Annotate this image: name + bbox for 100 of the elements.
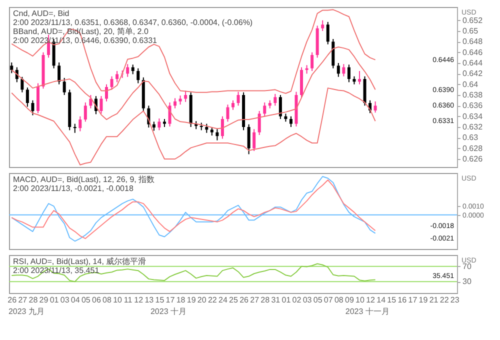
x-tick-label: 05	[81, 296, 91, 304]
x-tick-label: 01	[50, 296, 60, 304]
y-tick-label: 0.632	[462, 122, 484, 132]
candlestick	[220, 116, 224, 140]
candlestick	[158, 118, 161, 131]
x-tick-label: 22	[440, 296, 450, 304]
y-tick-label: 0.64	[462, 80, 479, 89]
x-tick-label: 18	[176, 296, 186, 304]
candlestick	[347, 64, 350, 83]
candlestick	[89, 94, 92, 109]
candlestick	[263, 102, 266, 117]
text: 2023 十一月	[345, 307, 390, 316]
x-tick-label: 17	[166, 296, 176, 304]
x-tick-label: 21	[429, 296, 439, 304]
y-tick-label: 0.648	[462, 37, 484, 46]
candlestick	[236, 91, 240, 106]
candlestick	[58, 62, 61, 85]
candlestick	[84, 102, 87, 122]
candlestick	[274, 93, 277, 106]
candlestick	[326, 21, 330, 45]
y-tick-label: 0.628	[462, 144, 484, 153]
candlestick	[136, 68, 140, 84]
text: 2023 九月	[8, 307, 44, 316]
y-tick-label: 0.636	[462, 101, 484, 110]
x-tick-label: 12	[366, 296, 376, 304]
candlestick	[152, 121, 156, 132]
candlestick	[184, 90, 188, 102]
x-tick-label: 17	[408, 296, 418, 304]
candlestick	[131, 64, 134, 75]
x-tick-label: 08	[334, 296, 344, 304]
annotation: 2:00 2023/11/13, 0.6351, 0.6368, 0.6347, 0.6360, -0.0004, (-0.06%)	[13, 18, 253, 27]
x-tick-label: 28	[260, 296, 270, 304]
candlestick	[126, 64, 130, 78]
x-tick-label: 13	[144, 296, 154, 304]
candlestick	[110, 76, 114, 90]
x-tick-label: 02	[292, 296, 302, 304]
candlestick	[168, 102, 172, 127]
x-tick-label: 03	[60, 296, 70, 304]
y-tick-label: 0.652	[462, 16, 484, 25]
candlestick	[26, 87, 29, 108]
candlestick	[232, 100, 234, 110]
candlestick	[73, 123, 76, 134]
candlestick	[20, 76, 24, 93]
x-tick-label: 06	[92, 296, 102, 304]
x-tick-label: 16	[398, 296, 408, 304]
candlestick	[10, 62, 14, 74]
x-tick-label: 07	[324, 296, 334, 304]
candlestick	[374, 100, 377, 114]
x-tick-label: 01	[282, 296, 292, 304]
x-tick-label: 14	[376, 296, 386, 304]
x-tick-label: 11	[124, 296, 133, 304]
y-tick-label: 0.634	[462, 112, 484, 121]
candlestick	[62, 77, 66, 96]
x-tick-label: 08	[102, 296, 112, 304]
x-tick-label: 26	[240, 296, 250, 304]
candlestick	[31, 100, 34, 116]
candlestick	[247, 124, 250, 155]
annotation: RSI, AUD=, Bid(Last), 14, 威尔德平滑	[13, 257, 146, 266]
y-tick-label: 0.65	[462, 26, 479, 36]
x-tick-label: 19	[418, 296, 428, 304]
candlestick	[258, 110, 261, 136]
y-tick-label: 0.626	[462, 154, 484, 164]
x-tick-label: 05	[313, 296, 323, 304]
candlestick	[289, 116, 292, 128]
x-tick-label: 25	[229, 296, 238, 304]
candlestick	[358, 70, 361, 85]
y-tick-label: 0.63	[462, 133, 479, 142]
candlestick	[116, 70, 119, 83]
x-tick-label: 24	[218, 296, 228, 304]
x-tick-label: 27	[250, 296, 260, 304]
y-tick-label: 0.638	[462, 90, 484, 100]
x-tick-label: 26	[8, 296, 18, 304]
x-tick-label: 31	[271, 296, 281, 304]
x-tick-label: 04	[70, 296, 80, 304]
x-tick-label: 22	[208, 296, 218, 304]
annotation: MACD, AUD=, Bid(Last), 12, 26, 9, 指数	[13, 175, 155, 184]
candlestick	[178, 95, 182, 106]
y-tick-label: 0.642	[462, 69, 484, 78]
candlestick	[336, 62, 340, 78]
text: 2023 十月	[150, 307, 187, 316]
x-tick-label: 20	[197, 296, 207, 304]
candlestick	[363, 76, 366, 106]
x-tick-label: 28	[28, 296, 38, 304]
x-tick-label: 29	[39, 296, 49, 304]
x-tick-label: 15	[387, 296, 397, 304]
candlestick	[342, 64, 346, 77]
x-tick-label: 03	[302, 296, 312, 304]
x-tick-label: 09	[345, 296, 354, 304]
y-tick-label: 0.646	[462, 48, 484, 57]
y-tick-label: 0.644	[462, 58, 484, 68]
x-tick-label: 12	[134, 296, 144, 304]
y-tick-label: 30	[462, 277, 472, 286]
candlestick	[321, 20, 324, 32]
candlestick	[310, 52, 314, 72]
candlestick	[252, 128, 256, 152]
candlestick	[216, 128, 219, 141]
x-tick-label: 27	[18, 296, 28, 304]
candlestick	[226, 104, 230, 122]
x-tick-label: 19	[186, 296, 196, 304]
x-tick-label: 10	[113, 296, 123, 304]
